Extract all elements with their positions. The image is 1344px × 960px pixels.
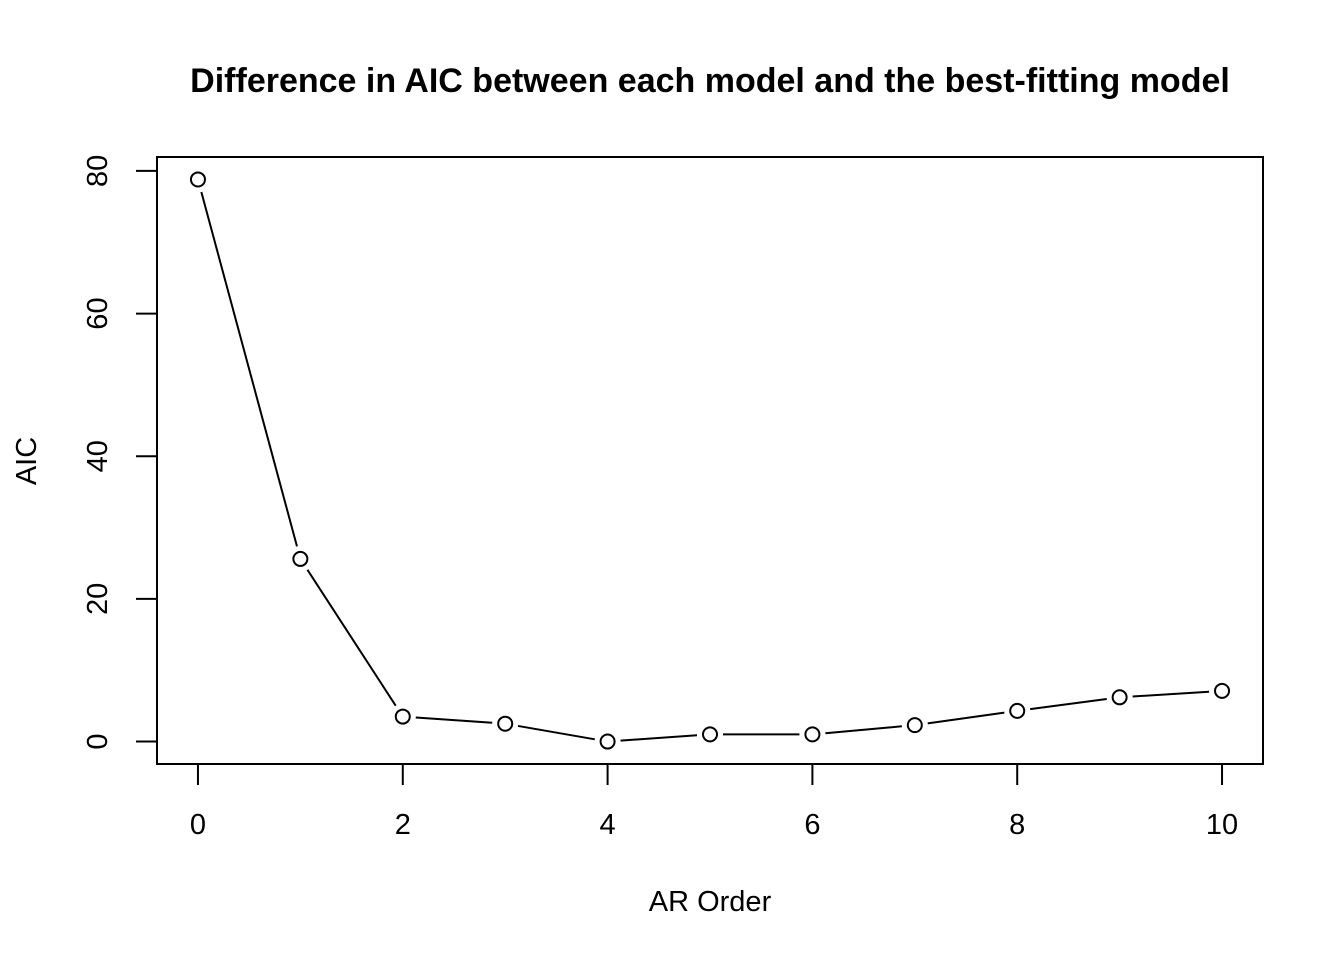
series-points xyxy=(189,171,1231,750)
x-tick-label: 10 xyxy=(1206,809,1238,841)
data-point xyxy=(599,733,616,750)
y-axis: 0 20 40 60 80 xyxy=(82,155,158,750)
data-point xyxy=(394,708,411,725)
y-tick-label: 0 xyxy=(82,733,114,749)
y-tick-label: 40 xyxy=(82,440,114,472)
data-point xyxy=(1009,702,1026,719)
line-segment xyxy=(620,734,698,742)
y-tick-label: 20 xyxy=(82,583,114,615)
line-segment xyxy=(306,569,397,707)
line-segment xyxy=(927,711,1005,725)
series-line xyxy=(200,191,1210,742)
y-tick-label: 60 xyxy=(82,297,114,329)
data-point xyxy=(497,715,514,732)
x-tick-label: 4 xyxy=(600,809,616,841)
line-segment xyxy=(1132,690,1210,698)
data-point xyxy=(1111,689,1128,706)
x-axis: 0 2 4 6 8 10 xyxy=(190,763,1238,841)
line-segment xyxy=(825,725,902,735)
line-segment xyxy=(517,724,595,741)
x-tick-label: 0 xyxy=(190,809,206,841)
data-point xyxy=(1214,682,1231,699)
line-segment xyxy=(200,191,298,547)
data-point xyxy=(804,726,821,743)
x-tick-label: 6 xyxy=(804,809,820,841)
plot-frame xyxy=(156,156,1264,765)
x-axis-title: AR Order xyxy=(649,886,772,918)
chart-title: Difference in AIC between each model and… xyxy=(190,62,1230,100)
line-segment xyxy=(415,716,493,724)
x-tick-label: 2 xyxy=(395,809,411,841)
data-point xyxy=(189,171,206,188)
y-tick-label: 80 xyxy=(82,155,114,187)
x-tick-label: 8 xyxy=(1009,809,1025,841)
line-segment xyxy=(1029,698,1107,711)
y-axis-title: AIC xyxy=(11,437,43,485)
data-point xyxy=(292,550,309,567)
data-point xyxy=(702,726,718,743)
data-point xyxy=(906,717,923,734)
